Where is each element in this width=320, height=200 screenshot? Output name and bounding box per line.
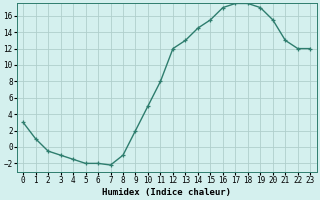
X-axis label: Humidex (Indice chaleur): Humidex (Indice chaleur) bbox=[102, 188, 231, 197]
